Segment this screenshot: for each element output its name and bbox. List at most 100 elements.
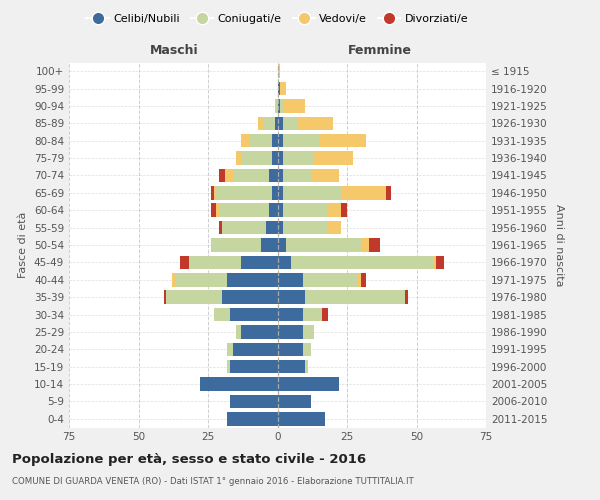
Bar — [277, 273, 302, 286]
Bar — [277, 238, 286, 252]
Bar — [277, 116, 283, 130]
Bar — [369, 238, 380, 252]
Bar — [277, 394, 311, 408]
Bar — [230, 360, 277, 374]
Bar — [230, 308, 277, 322]
Bar — [277, 290, 305, 304]
Bar — [224, 168, 233, 182]
Bar — [436, 256, 444, 269]
Bar — [277, 99, 280, 112]
Bar — [175, 273, 227, 286]
Bar — [211, 186, 214, 200]
Y-axis label: Fasce di età: Fasce di età — [19, 212, 28, 278]
Bar — [311, 168, 338, 182]
Bar — [277, 134, 283, 147]
Bar — [272, 186, 277, 200]
Bar — [227, 412, 277, 426]
Bar — [314, 152, 353, 165]
Bar — [283, 152, 314, 165]
Bar — [283, 168, 311, 182]
Bar — [277, 256, 292, 269]
Y-axis label: Anni di nascita: Anni di nascita — [554, 204, 564, 286]
Bar — [358, 273, 361, 286]
Bar — [214, 186, 217, 200]
Bar — [166, 290, 222, 304]
Bar — [272, 134, 277, 147]
Bar — [275, 116, 277, 130]
Bar — [283, 186, 341, 200]
Bar — [341, 204, 347, 217]
Bar — [286, 238, 361, 252]
Bar — [280, 82, 286, 96]
Bar — [263, 116, 275, 130]
Bar — [233, 342, 277, 356]
Bar — [217, 186, 272, 200]
Bar — [269, 168, 277, 182]
Bar — [219, 204, 269, 217]
Bar — [272, 152, 277, 165]
Bar — [292, 256, 433, 269]
Bar — [211, 238, 261, 252]
Bar — [386, 186, 391, 200]
Bar — [241, 325, 277, 338]
Bar — [277, 204, 283, 217]
Bar — [283, 204, 328, 217]
Bar — [222, 221, 266, 234]
Bar — [219, 221, 222, 234]
Bar — [302, 308, 322, 322]
Bar — [277, 221, 283, 234]
Bar — [241, 256, 277, 269]
Bar — [305, 360, 308, 374]
Bar — [277, 308, 302, 322]
Text: Femmine: Femmine — [349, 44, 412, 58]
Bar — [230, 394, 277, 408]
Bar — [302, 273, 358, 286]
Bar — [258, 116, 263, 130]
Bar — [172, 273, 175, 286]
Bar — [261, 238, 277, 252]
Bar — [277, 342, 302, 356]
Bar — [277, 378, 338, 391]
Bar — [277, 168, 283, 182]
Bar — [277, 152, 283, 165]
Bar — [277, 82, 280, 96]
Bar — [275, 99, 277, 112]
Bar — [341, 186, 386, 200]
Text: Maschi: Maschi — [151, 44, 199, 58]
Bar — [180, 256, 188, 269]
Bar — [302, 325, 314, 338]
Bar — [283, 221, 328, 234]
Bar — [217, 204, 219, 217]
Bar — [269, 204, 277, 217]
Bar — [297, 116, 333, 130]
Bar — [361, 238, 369, 252]
Bar — [305, 290, 406, 304]
Bar — [241, 152, 272, 165]
Bar — [283, 99, 305, 112]
Bar — [277, 325, 302, 338]
Bar — [188, 256, 241, 269]
Bar — [302, 342, 311, 356]
Bar — [277, 360, 305, 374]
Bar — [227, 360, 230, 374]
Bar — [319, 134, 367, 147]
Bar — [214, 308, 230, 322]
Bar — [433, 256, 436, 269]
Bar — [283, 134, 319, 147]
Bar — [406, 290, 408, 304]
Bar — [250, 134, 272, 147]
Bar — [211, 204, 217, 217]
Bar — [328, 204, 341, 217]
Bar — [219, 168, 224, 182]
Bar — [266, 221, 277, 234]
Bar — [164, 290, 166, 304]
Bar — [283, 116, 297, 130]
Bar — [328, 221, 341, 234]
Bar — [277, 412, 325, 426]
Bar — [236, 325, 241, 338]
Bar — [277, 64, 280, 78]
Bar — [200, 378, 277, 391]
Bar — [241, 134, 250, 147]
Bar — [222, 290, 277, 304]
Bar — [227, 342, 233, 356]
